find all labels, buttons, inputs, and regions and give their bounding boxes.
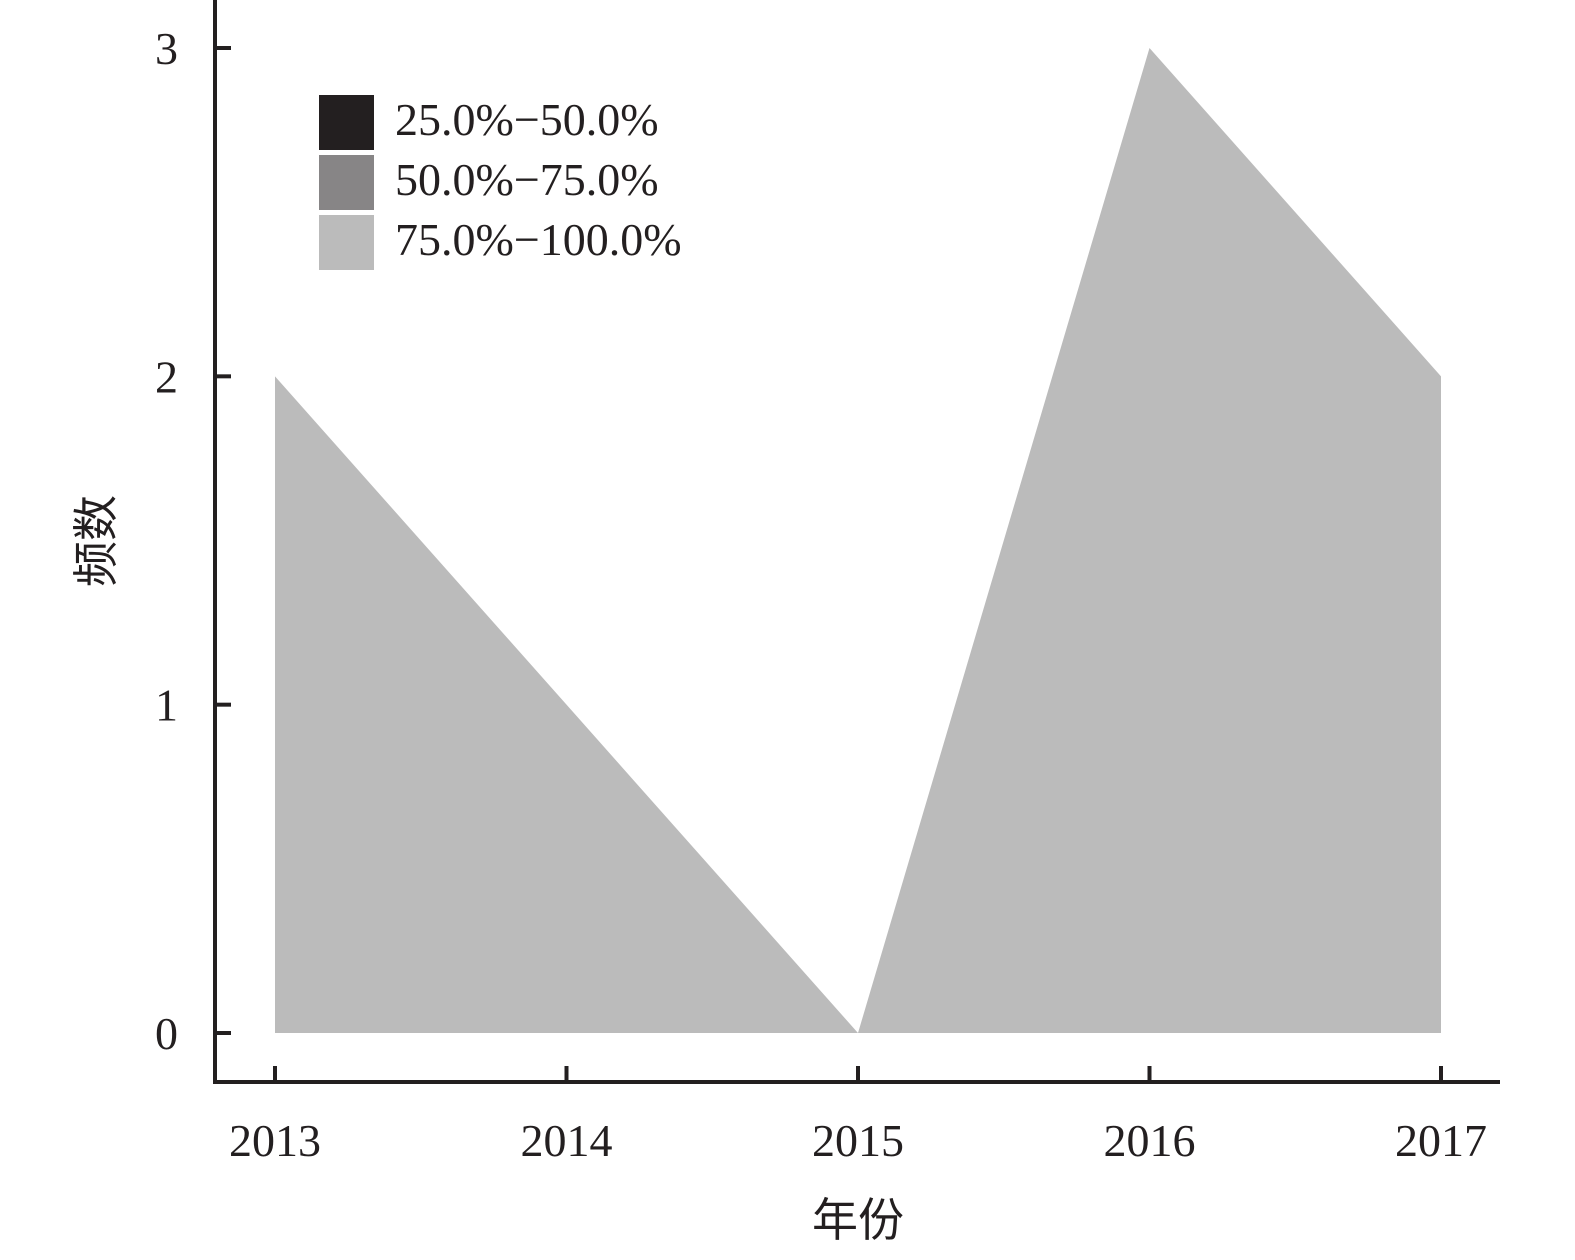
x-axis-ticks: 2013 2014 2015 2016 2017	[229, 1066, 1487, 1166]
y-axis-title: 频数	[69, 495, 123, 587]
area-series-3	[275, 48, 1441, 1033]
y-tick-label: 3	[155, 23, 178, 74]
y-axis-ticks: 0 1 2 3	[155, 23, 231, 1059]
legend: 25.0%−50.0% 50.0%−75.0% 75.0%−100.0%	[319, 94, 682, 270]
y-tick-label: 1	[155, 680, 178, 731]
x-tick-label: 2015	[812, 1115, 904, 1166]
legend-swatch-1	[319, 95, 374, 150]
y-tick-label: 2	[155, 351, 178, 402]
x-tick-label: 2016	[1104, 1115, 1196, 1166]
area-series-layer	[275, 48, 1441, 1033]
legend-label-1: 25.0%−50.0%	[395, 94, 659, 145]
x-tick-label: 2014	[521, 1115, 613, 1166]
legend-swatch-2	[319, 155, 374, 210]
legend-label-2: 50.0%−75.0%	[395, 154, 659, 205]
x-tick-label: 2017	[1395, 1115, 1487, 1166]
legend-swatch-3	[319, 215, 374, 270]
x-tick-label: 2013	[229, 1115, 321, 1166]
y-tick-label: 0	[155, 1008, 178, 1059]
legend-label-3: 75.0%−100.0%	[395, 214, 682, 265]
x-axis-title: 年份	[812, 1193, 904, 1247]
